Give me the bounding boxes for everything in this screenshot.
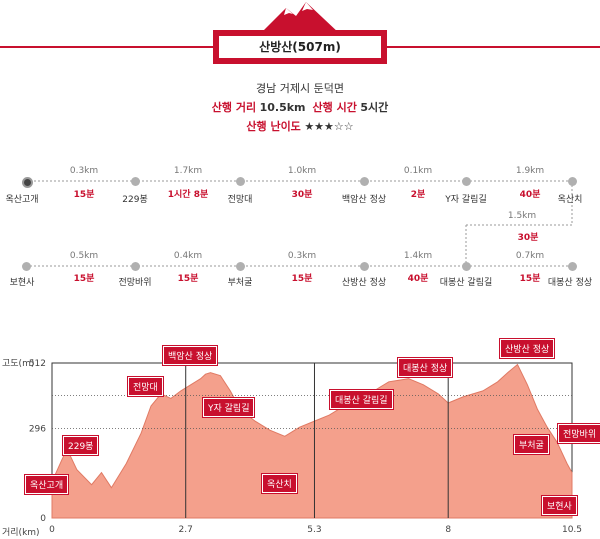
connector-time: 30분 <box>517 233 539 243</box>
segment-distance: 0.3km <box>287 251 317 261</box>
segment-time: 30분 <box>291 190 313 200</box>
chart-annotation: 대봉산 갈림길 <box>330 390 393 409</box>
distance-time-line: 산행 거리 10.5km 산행 시간 5시간 <box>0 99 600 115</box>
distance-value: 10.5km <box>259 101 306 114</box>
route-node-label: 229봉 <box>122 195 148 205</box>
y-axis-label: 고도(m) <box>2 359 35 369</box>
route-node-label: 대봉산 정상 <box>547 278 593 288</box>
page-title: 산방산(507m) <box>217 34 383 60</box>
segment-time: 40분 <box>407 274 429 284</box>
segment-distance: 1.4km <box>403 251 433 261</box>
route-node-label: 백암산 정상 <box>341 195 387 205</box>
route-node-label: 보현사 <box>9 278 35 288</box>
route-node <box>462 177 471 186</box>
route-node-label: 전망바위 <box>118 278 152 288</box>
difficulty-line: 산행 난이도 ★★★☆☆ <box>0 118 600 134</box>
difficulty-stars: ★★★☆☆ <box>304 120 354 133</box>
chart-annotation: 대봉산 정상 <box>398 358 453 377</box>
y-tick-label: 512 <box>29 359 46 369</box>
mountain-icon <box>260 2 340 34</box>
segment-distance: 0.4km <box>173 251 203 261</box>
route-node <box>22 177 33 188</box>
chart-annotation: 보현사 <box>542 496 577 515</box>
route-node <box>236 262 245 271</box>
route-node <box>131 177 140 186</box>
route-node-label: 전망대 <box>227 195 253 205</box>
route-node <box>360 177 369 186</box>
time-label: 산행 시간 <box>312 101 357 114</box>
segment-time: 15분 <box>519 274 541 284</box>
difficulty-label: 산행 난이도 <box>246 120 301 133</box>
elevation-area <box>51 363 573 519</box>
segment-distance: 1.9km <box>515 166 545 176</box>
segment-time: 15분 <box>177 274 199 284</box>
segment-time: 15분 <box>73 274 95 284</box>
elevation-chart: 0 2.7 5.3 8 10.5 0 296 512 <box>29 359 582 535</box>
route-node <box>462 262 471 271</box>
distance-label: 산행 거리 <box>211 101 257 114</box>
route-lines <box>26 180 573 267</box>
x-tick-label: 0 <box>49 525 55 535</box>
location-text: 경남 거제시 둔덕면 <box>256 82 344 95</box>
segment-time: 15분 <box>73 190 95 200</box>
time-value: 5시간 <box>360 101 389 114</box>
route-node-label: 옥산치 <box>557 195 583 205</box>
chart-annotation: 전망대 <box>128 377 163 396</box>
segment-distance: 0.1km <box>403 166 433 176</box>
chart-annotation: 229봉 <box>63 436 99 455</box>
x-tick-label: 10.5 <box>562 525 582 535</box>
chart-annotation: Y자 갈림길 <box>203 398 255 417</box>
route-node-label: 대봉산 갈림길 <box>439 278 493 288</box>
route-node <box>568 177 577 186</box>
segment-distance: 1.0km <box>287 166 317 176</box>
x-tick-label: 2.7 <box>179 525 193 535</box>
x-tick-label: 5.3 <box>307 525 321 535</box>
route-node-label: Y자 갈림길 <box>445 195 487 205</box>
route-node-label: 산방산 정상 <box>341 278 387 288</box>
route-node <box>236 177 245 186</box>
segment-time: 15분 <box>291 274 313 284</box>
chart-annotation: 백암산 정상 <box>163 346 218 365</box>
segment-distance: 0.3km <box>69 166 99 176</box>
chart-annotation: 부처굴 <box>514 435 549 454</box>
segment-time: 40분 <box>519 190 541 200</box>
chart-annotation: 산방산 정상 <box>500 339 555 358</box>
route-node-label: 옥산고개 <box>5 195 39 205</box>
route-node-label: 부처굴 <box>227 278 253 288</box>
x-axis-label: 거리(km) <box>2 528 40 538</box>
segment-time: 2분 <box>410 190 426 200</box>
x-tick-label: 8 <box>445 525 451 535</box>
segment-distance: 1.7km <box>173 166 203 176</box>
y-tick-label: 296 <box>29 424 46 434</box>
y-tick-label: 0 <box>40 514 46 524</box>
segment-distance: 0.5km <box>69 251 99 261</box>
chart-annotation: 전망바위 <box>558 424 600 443</box>
route-node <box>360 262 369 271</box>
route-node <box>568 262 577 271</box>
segment-time: 1시간 8분 <box>167 190 209 200</box>
segment-distance: 0.7km <box>515 251 545 261</box>
chart-annotation: 옥산치 <box>262 474 297 493</box>
route-node <box>131 262 140 271</box>
connector-distance: 1.5km <box>507 211 537 221</box>
route-node <box>22 262 31 271</box>
chart-annotation: 옥산고개 <box>25 475 69 494</box>
